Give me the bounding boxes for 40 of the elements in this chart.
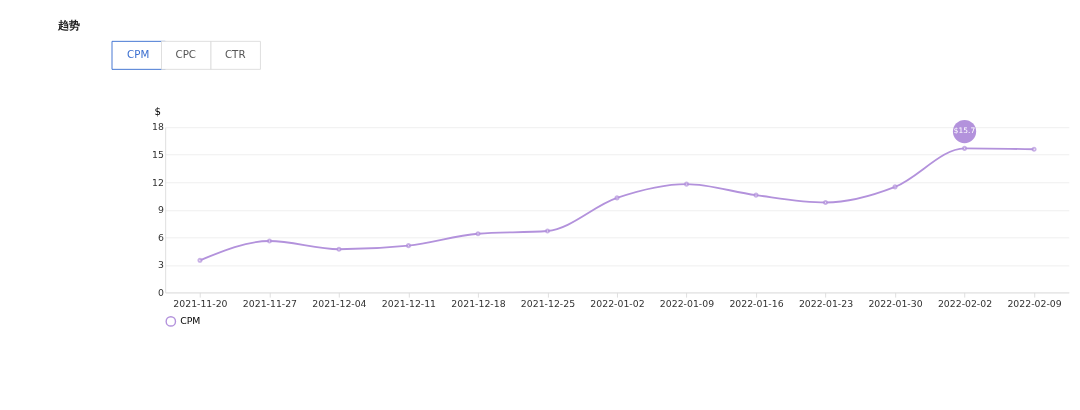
- point: [1031, 146, 1037, 152]
- point: [405, 243, 412, 249]
- point: [683, 181, 690, 187]
- x-tick-label: 2022-01-23: [798, 297, 854, 309]
- x-tick-label: 2022-01-30: [868, 297, 923, 309]
- text: CTR: [224, 48, 246, 61]
- point: [475, 231, 481, 237]
- point: [197, 257, 203, 263]
- y-tick-label: 9: [157, 204, 164, 216]
- point: [266, 238, 273, 244]
- y-tick-label: 15: [151, 149, 164, 161]
- x-tick-label: 2022-02-02: [937, 297, 993, 309]
- point: [892, 184, 898, 190]
- legend-label: CPM: [180, 315, 201, 327]
- x-tick-label: 2021-12-18: [451, 297, 506, 309]
- point: [544, 228, 551, 234]
- y-tick-label: 18: [151, 121, 164, 133]
- x-tick-label: 2022-01-02: [590, 297, 645, 309]
- point: [753, 192, 759, 198]
- x-tick-label: 2021-11-20: [173, 297, 228, 309]
- y-tick-label: 0: [157, 286, 164, 298]
- y-tick-label: 6: [157, 231, 164, 243]
- x-tick-label: 2021-11-27: [242, 297, 298, 309]
- x-tick-label: 2022-01-09: [659, 297, 715, 309]
- text: CPM: [127, 48, 150, 61]
- text: 趋势: [57, 18, 81, 32]
- annotation: $15.7: [953, 126, 976, 136]
- text: CPC: [175, 48, 197, 61]
- x-tick-label: 2022-01-16: [729, 297, 784, 309]
- y-axis-title: $: [154, 104, 162, 117]
- point: [614, 195, 620, 201]
- y-tick-label: 12: [151, 176, 164, 188]
- x-tick-label: 2021-12-11: [381, 297, 437, 309]
- point: [822, 199, 829, 206]
- x-tick-label: 2022-02-09: [1007, 297, 1062, 309]
- y-tick-label: 3: [157, 259, 164, 271]
- point: [961, 145, 968, 151]
- x-tick-label: 2021-12-04: [312, 297, 367, 309]
- point: [336, 246, 342, 252]
- x-tick-label: 2021-12-25: [520, 297, 576, 309]
